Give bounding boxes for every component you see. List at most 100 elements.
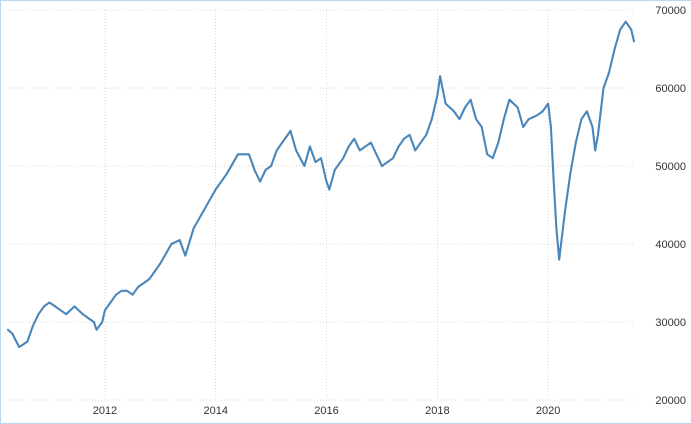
data-point — [464, 106, 466, 109]
data-point — [594, 149, 596, 152]
data-point — [270, 165, 272, 167]
data-point — [342, 157, 345, 159]
data-point — [148, 278, 151, 280]
data-point — [309, 145, 311, 148]
data-point — [541, 110, 544, 113]
data-point — [536, 114, 538, 117]
data-point — [370, 141, 372, 144]
data-point — [126, 290, 128, 292]
data-point — [508, 98, 511, 101]
x-tick-label: 2016 — [314, 405, 338, 417]
data-point — [552, 180, 555, 183]
data-point — [586, 110, 588, 113]
data-point — [65, 313, 67, 316]
data-point — [580, 118, 583, 120]
data-point — [43, 305, 45, 308]
y-tick-label: 20000 — [655, 395, 686, 407]
y-tick-label: 60000 — [655, 83, 686, 95]
data-point — [550, 126, 552, 128]
data-point — [325, 180, 328, 183]
data-point — [480, 126, 483, 128]
data-point — [392, 157, 394, 159]
data-point — [131, 293, 134, 296]
data-point — [458, 118, 461, 120]
data-point — [602, 87, 605, 89]
y-tick-label: 30000 — [655, 317, 686, 329]
y-tick-label: 50000 — [655, 161, 686, 173]
x-tick-label: 2014 — [204, 405, 228, 417]
data-point — [403, 137, 405, 140]
data-point — [353, 137, 356, 140]
data-point — [619, 28, 621, 31]
data-point — [624, 20, 627, 23]
data-point — [475, 118, 477, 120]
data-point — [569, 173, 572, 175]
x-tick-label: 2020 — [536, 405, 560, 417]
data-point — [54, 305, 56, 308]
data-point — [137, 286, 139, 288]
data-point — [414, 149, 417, 152]
data-point — [18, 346, 20, 348]
data-point — [259, 180, 261, 183]
y-tick-label: 70000 — [655, 5, 686, 17]
data-point — [7, 329, 9, 331]
data-point — [48, 301, 51, 304]
data-point — [347, 145, 350, 148]
data-point — [633, 40, 635, 42]
y-tick-label: 40000 — [655, 239, 686, 251]
data-point — [444, 102, 447, 105]
data-point — [226, 173, 228, 175]
data-point — [425, 134, 428, 136]
data-point — [597, 134, 599, 136]
data-point — [192, 227, 195, 230]
data-point — [109, 301, 112, 304]
data-point — [491, 157, 494, 159]
data-point — [275, 149, 278, 152]
data-point — [159, 262, 162, 265]
data-point — [82, 313, 84, 316]
data-point — [59, 309, 62, 312]
data-point — [11, 332, 14, 335]
data-point — [575, 141, 577, 144]
data-point — [95, 329, 98, 331]
data-point — [295, 149, 297, 152]
data-point — [439, 75, 441, 78]
data-point — [453, 110, 455, 113]
data-point — [32, 325, 34, 327]
data-point — [516, 106, 519, 109]
data-point — [184, 254, 187, 257]
data-point — [522, 126, 524, 128]
data-point — [547, 102, 549, 105]
data-point — [37, 313, 40, 316]
data-point — [253, 169, 256, 171]
data-point — [408, 134, 411, 136]
data-point — [503, 118, 505, 120]
data-point — [281, 141, 284, 144]
data-point — [264, 169, 267, 171]
data-point — [178, 239, 181, 241]
data-point — [73, 305, 76, 308]
data-point — [613, 48, 616, 50]
data-point — [375, 153, 378, 156]
data-point — [469, 98, 472, 101]
data-point — [397, 145, 400, 148]
data-point — [120, 290, 123, 292]
data-point — [591, 126, 594, 128]
data-point — [170, 243, 173, 245]
series-layer — [6, 20, 636, 349]
series-line — [6, 20, 636, 349]
data-point — [334, 169, 336, 171]
axis-labels: 2012 2014 2016 2018 2020 20000 30000 40000 50000… — [93, 5, 686, 417]
data-point — [214, 188, 217, 191]
data-point — [26, 340, 29, 343]
data-point — [555, 227, 558, 230]
data-point — [630, 28, 632, 31]
data-point — [248, 153, 250, 156]
data-point — [608, 71, 610, 74]
data-point — [381, 165, 383, 167]
data-point — [314, 161, 317, 163]
data-point — [203, 208, 206, 210]
data-point — [237, 153, 239, 156]
data-point — [328, 188, 331, 191]
